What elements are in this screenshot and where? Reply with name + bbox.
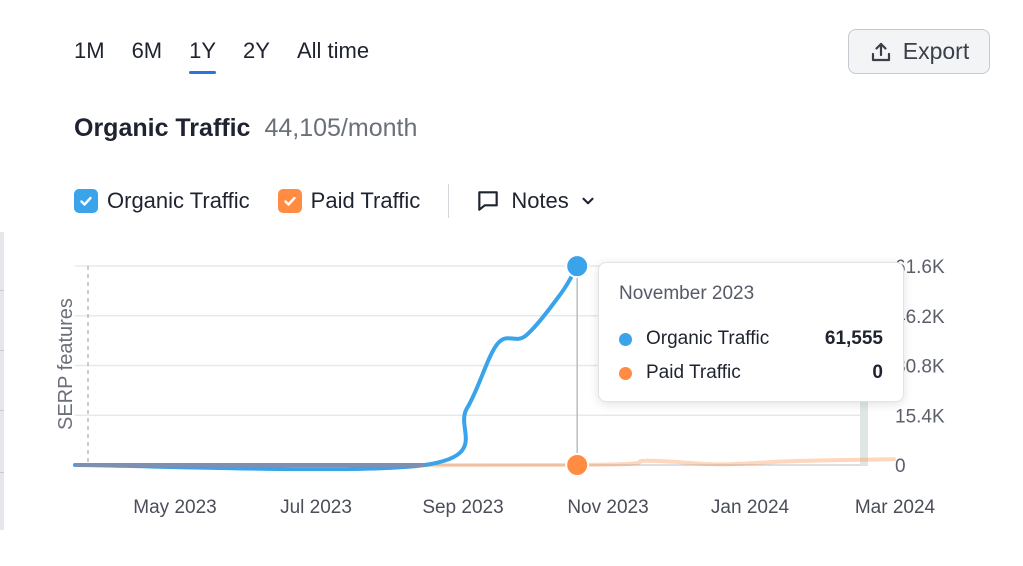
x-tick-label: Mar 2024 (855, 497, 936, 518)
legend-divider (448, 184, 450, 218)
organic-point-marker (565, 254, 590, 279)
notes-label: Notes (511, 188, 569, 213)
y-tick-label: 15.4K (895, 406, 945, 427)
x-tick-label: Jan 2024 (711, 497, 790, 518)
chart-tooltip: November 2023 Organic Traffic 61,555 Pai… (598, 262, 904, 402)
x-tick-label: Sep 2023 (422, 497, 503, 518)
checkbox-checked-icon[interactable] (74, 189, 98, 213)
tooltip-organic-label: Organic Traffic (646, 328, 770, 349)
tab-6m[interactable]: 6M (131, 38, 163, 63)
legend-paid-label: Paid Traffic (310, 188, 421, 213)
paid-dot-icon (619, 366, 632, 380)
tab-1y[interactable]: 1Y (189, 38, 216, 74)
left-panel-edge (0, 232, 4, 530)
edge-tick (0, 472, 4, 473)
export-label: Export (902, 38, 970, 64)
y-tick-label: 61.6K (895, 257, 945, 278)
edge-tick (0, 290, 4, 291)
legend-organic-label: Organic Traffic (107, 188, 250, 213)
paid-point-marker (565, 453, 590, 477)
x-tick-label: May 2023 (133, 497, 216, 518)
x-tick-label: Nov 2023 (567, 497, 648, 518)
organic-dot-icon (619, 332, 632, 346)
tooltip-row-paid: Paid Traffic 0 (619, 356, 883, 390)
tab-all-time[interactable]: All time (296, 38, 370, 63)
chevron-down-icon (582, 197, 594, 205)
edge-tick (0, 350, 4, 351)
legend-paid-toggle[interactable]: Paid Traffic (277, 188, 421, 214)
y-axis-label: SERP features (55, 298, 77, 430)
chart-header: Organic Traffic 44,105/month (74, 114, 417, 143)
period-tabs: 1M 6M 1Y 2Y All time (74, 38, 396, 74)
x-tick-label: Jul 2023 (280, 497, 352, 518)
range-handle (860, 384, 868, 465)
comment-icon (478, 191, 499, 211)
tooltip-paid-label: Paid Traffic (646, 362, 741, 383)
checkbox-checked-icon[interactable] (277, 189, 302, 213)
y-tick-label: 0 (895, 456, 906, 477)
traffic-chart[interactable]: 0 15.4K 30.8K 46.2K 61.6K SERP features May 2… (0, 240, 1023, 540)
y-tick-label: 30.8K (895, 357, 945, 378)
tooltip-title: November 2023 (619, 283, 755, 304)
legend-organic-toggle[interactable]: Organic Traffic (74, 188, 250, 214)
edge-tick (0, 410, 4, 411)
page-title: Organic Traffic (74, 114, 251, 142)
tooltip-paid-value: 0 (872, 362, 883, 383)
upload-icon (871, 42, 890, 61)
tab-1m[interactable]: 1M (74, 38, 105, 63)
traffic-value: 44,105/month (264, 114, 418, 142)
y-tick-label: 46.2K (895, 307, 945, 328)
notes-dropdown[interactable]: Notes (475, 188, 596, 214)
organic-traffic-line (73, 264, 580, 472)
tab-2y[interactable]: 2Y (243, 38, 270, 63)
tooltip-organic-value: 61,555 (824, 328, 883, 349)
legend: Organic Traffic Paid Traffic Notes (74, 184, 597, 218)
export-button[interactable]: Export (848, 29, 990, 74)
tooltip-row-organic: Organic Traffic 61,555 (619, 322, 883, 356)
